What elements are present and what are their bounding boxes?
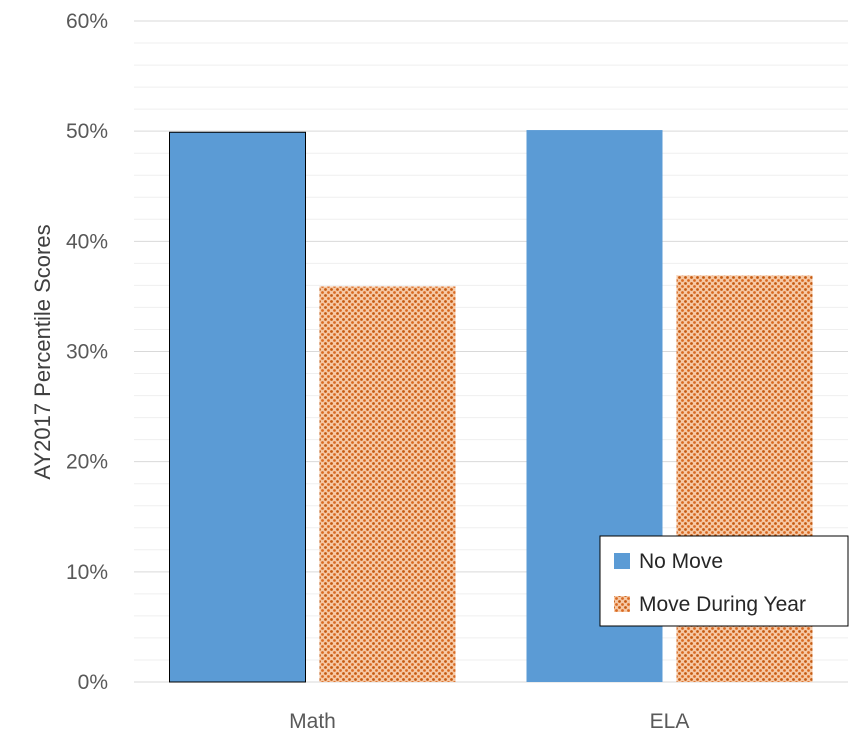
- y-axis-ticks: 0% 10% 20% 30% 40% 50% 60%: [66, 10, 108, 694]
- y-axis-title: AY2017 Percentile Scores: [30, 224, 55, 479]
- y-tick-label: 30%: [66, 341, 108, 364]
- bar-math-no-move: [169, 131, 306, 683]
- x-axis-ticks: Math ELA: [289, 710, 689, 733]
- y-tick-label: 50%: [66, 120, 108, 143]
- y-tick-label: 0%: [78, 671, 108, 694]
- legend-label: No Move: [639, 550, 723, 573]
- legend-swatch: [614, 596, 630, 612]
- legend-box: [599, 535, 849, 627]
- x-tick-label: Math: [289, 710, 336, 733]
- y-tick-label: 10%: [66, 561, 108, 584]
- y-tick-label: 20%: [66, 451, 108, 474]
- legend: No Move Move During Year: [599, 535, 849, 627]
- legend-swatch: [614, 553, 630, 569]
- x-tick-label: ELA: [650, 710, 690, 733]
- legend-label: Move During Year: [639, 593, 806, 616]
- y-tick-label: 60%: [66, 10, 108, 33]
- y-tick-label: 40%: [66, 230, 108, 253]
- bar-math-move-during-year: [319, 286, 456, 682]
